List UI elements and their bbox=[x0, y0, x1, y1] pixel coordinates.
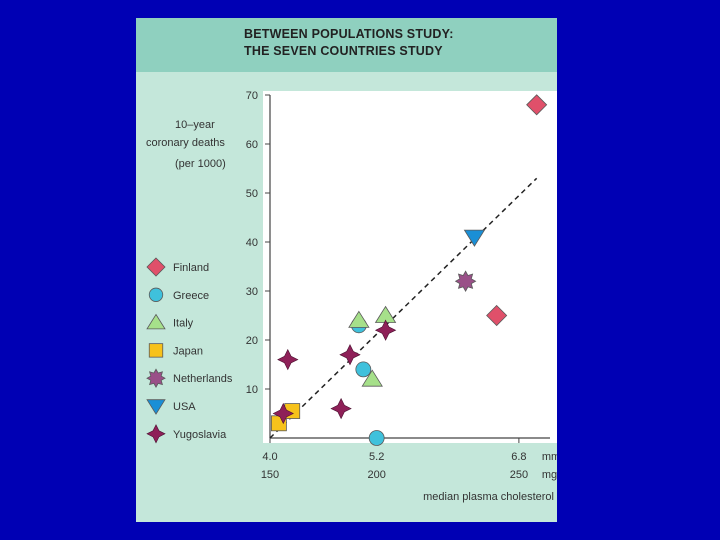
y-tick-label: 30 bbox=[246, 286, 258, 298]
axes bbox=[265, 94, 550, 443]
x-tick-label-mmol: 6.8 bbox=[511, 451, 526, 463]
data-point-finland bbox=[486, 304, 508, 327]
data-point-yugoslavia bbox=[277, 348, 299, 371]
legend-marker-usa bbox=[146, 399, 166, 415]
y-tick-label: 70 bbox=[246, 90, 258, 102]
data-point-usa bbox=[463, 229, 486, 247]
chart-title-line2: THE SEVEN COUNTRIES STUDY bbox=[244, 44, 443, 58]
legend-label-japan: Japan bbox=[173, 345, 203, 357]
legend-label-finland: Finland bbox=[173, 262, 209, 274]
legend-label-greece: Greece bbox=[173, 290, 209, 302]
plot-area-background bbox=[263, 91, 557, 443]
x-unit-mg: mg/dl bbox=[542, 469, 557, 481]
legend-label-netherlands: Netherlands bbox=[173, 373, 233, 385]
chart-title-line1: BETWEEN POPULATIONS STUDY: bbox=[244, 27, 454, 41]
legend-label-italy: Italy bbox=[173, 318, 194, 330]
data-points bbox=[269, 94, 548, 446]
legend-marker-finland bbox=[146, 257, 166, 277]
y-axis-title-line: 10–year bbox=[175, 119, 215, 131]
y-tick-label: 60 bbox=[246, 139, 258, 151]
y-tick-label: 50 bbox=[246, 188, 258, 200]
chart-card: BETWEEN POPULATIONS STUDY: THE SEVEN COU… bbox=[136, 18, 557, 522]
legend-label-usa: USA bbox=[173, 401, 196, 413]
x-tick-label-mmol: 4.0 bbox=[262, 451, 277, 463]
scatter-chart: Finland Greece Italy Japan Netherlands USA Yug… bbox=[146, 90, 557, 503]
y-axis-title-line: coronary deaths bbox=[146, 137, 225, 149]
x-tick-label-mg: 150 bbox=[261, 469, 279, 481]
data-point-yugoslavia bbox=[374, 319, 397, 341]
legend-marker-greece bbox=[148, 287, 164, 302]
data-point-yugoslavia bbox=[339, 344, 361, 366]
data-point-yugoslavia bbox=[272, 402, 294, 425]
legend-marker-japan bbox=[148, 343, 164, 358]
x-axis-title: median plasma cholesterol bbox=[423, 491, 554, 503]
y-tick-label: 10 bbox=[246, 384, 258, 396]
y-axis-title-line: (per 1000) bbox=[175, 158, 226, 170]
title-banner: BETWEEN POPULATIONS STUDY: THE SEVEN COU… bbox=[136, 18, 557, 72]
trend-line bbox=[269, 177, 538, 439]
data-point-greece bbox=[355, 361, 372, 378]
x-tick-label-mg: 250 bbox=[510, 469, 528, 481]
legend: Finland Greece Italy Japan Netherlands USA Yug… bbox=[146, 257, 233, 444]
x-tick-label-mmol: 5.2 bbox=[369, 451, 384, 463]
y-tick-label: 40 bbox=[246, 237, 258, 249]
x-tick-label-mg: 200 bbox=[367, 469, 385, 481]
data-point-netherlands bbox=[454, 270, 477, 293]
legend-marker-yugoslavia bbox=[146, 424, 166, 444]
data-point-italy bbox=[361, 369, 383, 387]
data-point-yugoslavia bbox=[330, 397, 352, 420]
data-point-italy bbox=[348, 310, 370, 328]
y-tick-label: 20 bbox=[246, 335, 258, 347]
data-point-greece bbox=[368, 430, 385, 446]
legend-marker-italy bbox=[146, 313, 166, 330]
x-unit-mmol: mmol/l bbox=[542, 451, 557, 463]
axis-labels: 10 20 30 40 50 60 70 4.0 150 5.2 200 6.8 250 mmol/l mg… bbox=[146, 90, 557, 503]
legend-marker-netherlands bbox=[146, 368, 166, 389]
legend-label-yugoslavia: Yugoslavia bbox=[173, 429, 227, 441]
data-point-finland bbox=[526, 94, 548, 116]
